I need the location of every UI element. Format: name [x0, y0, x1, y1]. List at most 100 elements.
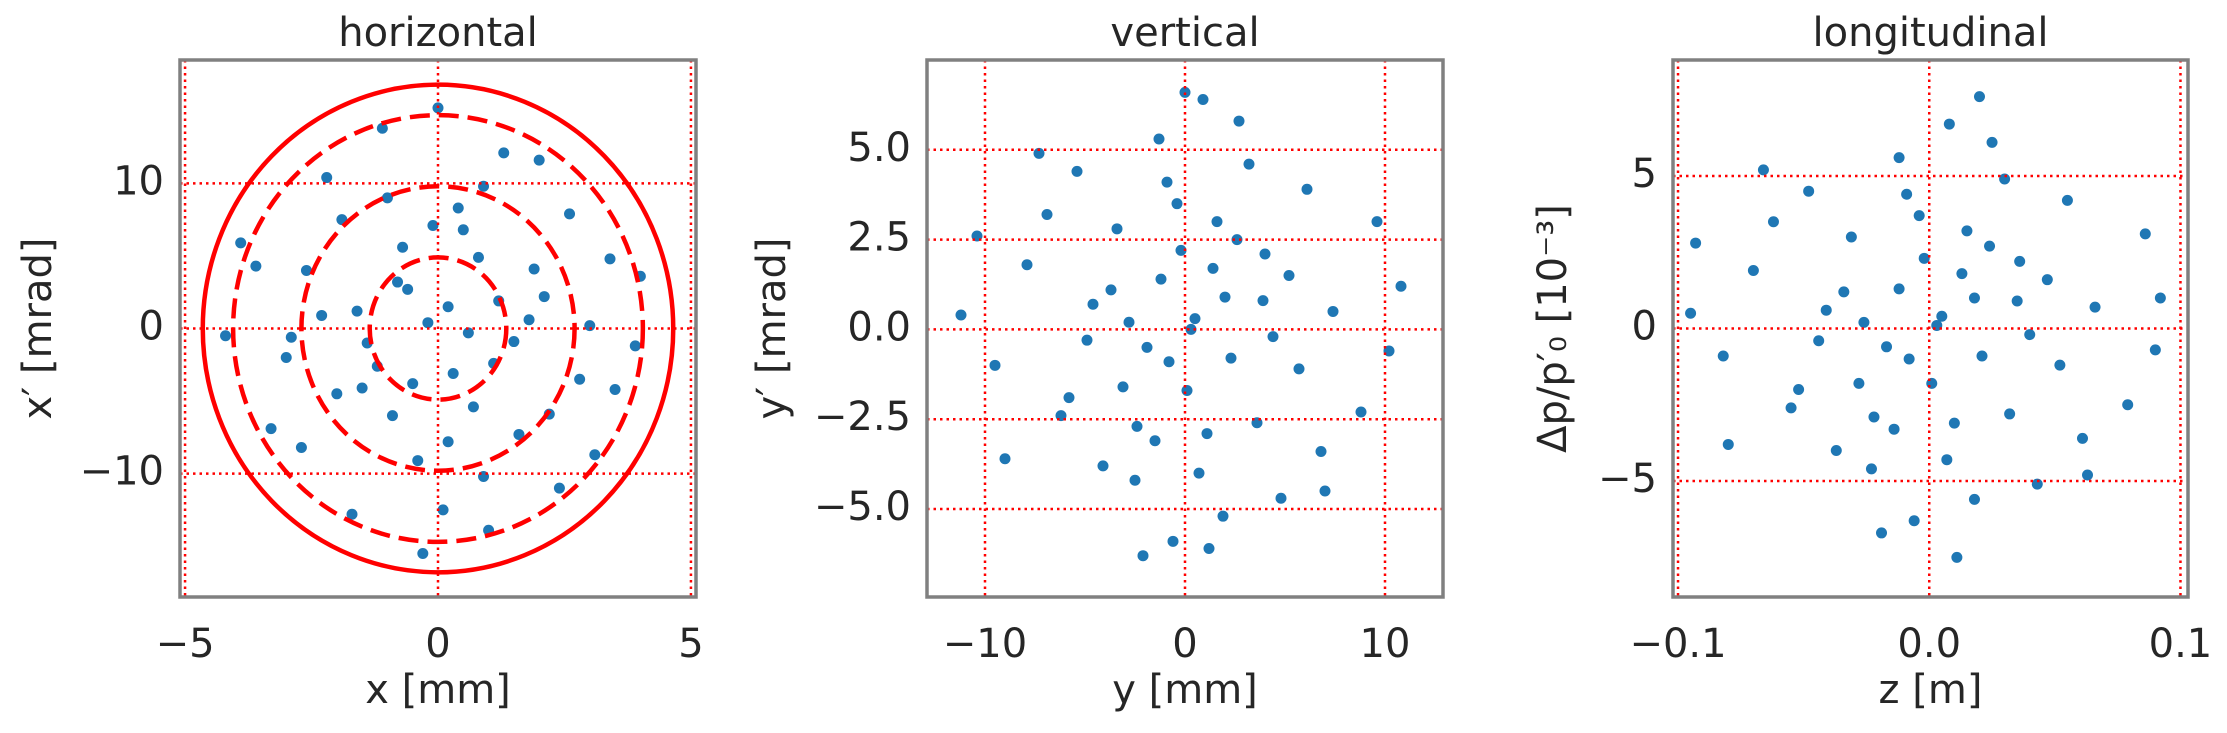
- point: [1813, 335, 1825, 347]
- point: [1690, 237, 1702, 249]
- point: [1267, 331, 1279, 343]
- point: [1319, 485, 1331, 497]
- point: [1105, 284, 1117, 296]
- point: [1803, 185, 1815, 197]
- point: [1129, 474, 1141, 486]
- point: [462, 327, 474, 339]
- point: [1793, 384, 1805, 396]
- point: [442, 301, 454, 313]
- point: [1926, 377, 1938, 389]
- point: [609, 383, 621, 395]
- y-tick-label: −2.5: [814, 394, 911, 440]
- point: [1943, 118, 1955, 130]
- x-tick-label: 0.1: [2149, 621, 2213, 667]
- point: [1181, 384, 1193, 396]
- point: [447, 367, 459, 379]
- point: [1845, 231, 1857, 243]
- point: [1117, 381, 1129, 393]
- point: [1071, 165, 1083, 177]
- point: [1685, 307, 1697, 319]
- point: [346, 508, 358, 520]
- point: [295, 442, 307, 454]
- point: [1087, 298, 1099, 310]
- point: [1081, 334, 1093, 346]
- axes-frame: [178, 58, 698, 599]
- point: [1141, 341, 1153, 353]
- point: [564, 208, 576, 220]
- point: [1936, 310, 1948, 322]
- point: [1820, 304, 1832, 316]
- point: [1167, 535, 1179, 547]
- y-tick-label: 10: [113, 158, 164, 204]
- point: [1903, 353, 1915, 365]
- point: [1893, 152, 1905, 164]
- point: [1111, 223, 1123, 235]
- x-tick-label: 0: [425, 621, 450, 667]
- point: [1315, 446, 1327, 458]
- point: [1217, 510, 1229, 522]
- point: [538, 291, 550, 303]
- point: [235, 237, 247, 249]
- plot-area: [180, 60, 696, 597]
- point: [2031, 478, 2043, 490]
- point: [508, 336, 520, 348]
- x-tick-label: 0.0: [1897, 621, 1961, 667]
- point: [1327, 305, 1339, 317]
- point: [528, 263, 540, 275]
- point: [2122, 399, 2134, 411]
- point: [1986, 136, 1998, 148]
- point: [2149, 344, 2161, 356]
- point: [1747, 265, 1759, 277]
- point: [392, 276, 404, 288]
- x-tick-label: 10: [1360, 621, 1411, 667]
- point: [2082, 469, 2094, 481]
- point: [1956, 268, 1968, 280]
- point: [574, 373, 586, 385]
- point: [1968, 493, 1980, 505]
- point: [1021, 259, 1033, 271]
- y-tick-label: 0.0: [847, 304, 911, 350]
- chart-title: vertical: [1110, 10, 1259, 56]
- point: [1193, 467, 1205, 479]
- point: [1865, 463, 1877, 475]
- point: [1137, 550, 1149, 562]
- point: [376, 122, 388, 134]
- point: [1257, 295, 1269, 307]
- point: [442, 436, 454, 448]
- point: [402, 283, 414, 295]
- x-tick-label: 5: [678, 621, 703, 667]
- point: [1149, 435, 1161, 447]
- point: [1131, 420, 1143, 432]
- point: [2061, 194, 2073, 206]
- axes-frame: [925, 58, 1445, 599]
- x-tick-label: 0: [1172, 621, 1197, 667]
- point: [1717, 350, 1729, 362]
- point: [386, 410, 398, 422]
- y-axis-label: y′ [mrad]: [749, 238, 795, 420]
- y-tick-label: −10: [80, 449, 164, 495]
- point: [331, 388, 343, 400]
- x-axis-label: z [m]: [1879, 667, 1983, 713]
- point: [1219, 291, 1231, 303]
- point: [1293, 363, 1305, 375]
- point: [2004, 408, 2016, 420]
- y-axis-label: Δp/p′₀ [10⁻³]: [1530, 204, 1576, 453]
- point: [1767, 216, 1779, 228]
- point: [2041, 274, 2053, 286]
- point: [1163, 356, 1175, 368]
- point: [467, 401, 479, 413]
- point: [1976, 350, 1988, 362]
- point: [300, 264, 312, 276]
- point: [1033, 147, 1045, 159]
- point: [1231, 234, 1243, 246]
- y-tick-label: 0: [139, 304, 164, 350]
- point: [989, 359, 1001, 371]
- ellipse: [230, 112, 646, 545]
- y-tick-label: 2.5: [847, 215, 911, 261]
- point: [1918, 252, 1930, 264]
- point: [523, 314, 535, 326]
- point: [533, 154, 545, 166]
- point: [1189, 313, 1201, 325]
- point: [1175, 244, 1187, 256]
- point: [1371, 216, 1383, 228]
